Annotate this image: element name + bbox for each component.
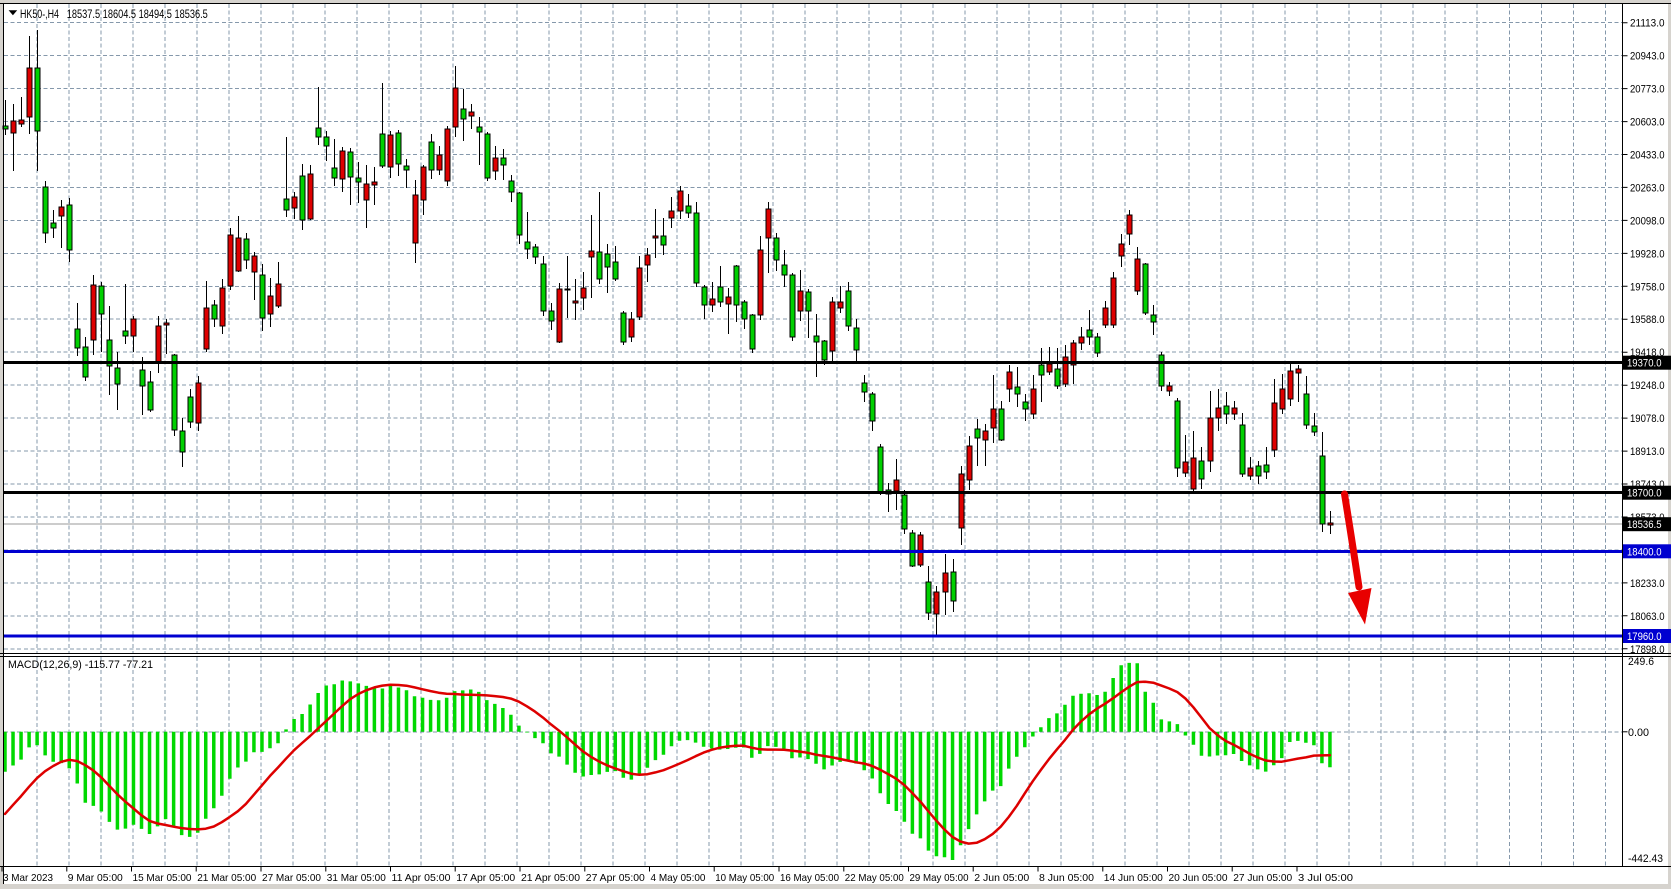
svg-text:17 Apr 05:00: 17 Apr 05:00	[456, 872, 515, 884]
svg-text:MACD(12,26,9) -115.77 -77.21: MACD(12,26,9) -115.77 -77.21	[8, 659, 153, 671]
svg-text:20603.0: 20603.0	[1630, 117, 1665, 129]
svg-text:27 Apr 05:00: 27 Apr 05:00	[586, 872, 645, 884]
svg-text:8 Jun 05:00: 8 Jun 05:00	[1039, 872, 1094, 884]
svg-text:18913.0: 18913.0	[1630, 446, 1665, 458]
svg-text:21 Apr 05:00: 21 Apr 05:00	[521, 872, 580, 884]
svg-text:20433.0: 20433.0	[1630, 150, 1665, 162]
svg-text:20773.0: 20773.0	[1630, 84, 1665, 96]
svg-text:17898.0: 17898.0	[1630, 644, 1665, 656]
svg-text:19248.0: 19248.0	[1630, 380, 1665, 392]
svg-text:4 May 05:00: 4 May 05:00	[651, 872, 706, 884]
svg-text:-442.43: -442.43	[1628, 853, 1663, 865]
svg-text:18537.5 18604.5 18494.5 18536.: 18537.5 18604.5 18494.5 18536.5	[67, 9, 208, 21]
svg-text:18233.0: 18233.0	[1630, 578, 1665, 590]
svg-text:19078.0: 19078.0	[1630, 413, 1665, 425]
svg-text:20263.0: 20263.0	[1630, 182, 1665, 194]
svg-text:27 Mar 05:00: 27 Mar 05:00	[262, 872, 321, 884]
svg-text:17960.0: 17960.0	[1627, 631, 1662, 643]
svg-text:20098.0: 20098.0	[1630, 215, 1665, 227]
svg-text:15 Mar 05:00: 15 Mar 05:00	[133, 872, 192, 884]
svg-text:18536.5: 18536.5	[1627, 519, 1662, 531]
svg-text:249.6: 249.6	[1628, 656, 1654, 668]
svg-text:19758.0: 19758.0	[1630, 281, 1665, 293]
svg-text:29 May 05:00: 29 May 05:00	[910, 872, 969, 884]
svg-text:19588.0: 19588.0	[1630, 314, 1665, 326]
svg-text:19370.0: 19370.0	[1627, 358, 1662, 370]
svg-text:3 Mar 2023: 3 Mar 2023	[3, 872, 53, 884]
svg-text:21113.0: 21113.0	[1630, 18, 1665, 30]
svg-text:14 Jun 05:00: 14 Jun 05:00	[1104, 872, 1163, 884]
svg-text:16 May 05:00: 16 May 05:00	[780, 872, 839, 884]
svg-text:31 Mar 05:00: 31 Mar 05:00	[327, 872, 386, 884]
svg-text:21 Mar 05:00: 21 Mar 05:00	[197, 872, 256, 884]
svg-text:10 May 05:00: 10 May 05:00	[715, 872, 774, 884]
svg-text:0.00: 0.00	[1628, 727, 1649, 739]
svg-text:27 Jun 05:00: 27 Jun 05:00	[1233, 872, 1292, 884]
svg-text:HK50-,H4: HK50-,H4	[20, 9, 59, 21]
svg-text:9 Mar 05:00: 9 Mar 05:00	[68, 872, 123, 884]
svg-text:11 Apr 05:00: 11 Apr 05:00	[392, 872, 451, 884]
svg-text:19928.0: 19928.0	[1630, 248, 1665, 260]
svg-text:2 Jun 05:00: 2 Jun 05:00	[974, 872, 1029, 884]
svg-text:22 May 05:00: 22 May 05:00	[845, 872, 904, 884]
svg-text:18700.0: 18700.0	[1627, 488, 1662, 500]
svg-text:18400.0: 18400.0	[1627, 546, 1662, 558]
svg-text:20943.0: 20943.0	[1630, 51, 1665, 63]
svg-text:18063.0: 18063.0	[1630, 611, 1665, 623]
svg-text:20 Jun 05:00: 20 Jun 05:00	[1169, 872, 1228, 884]
svg-text:3 Jul 05:00: 3 Jul 05:00	[1298, 872, 1353, 884]
